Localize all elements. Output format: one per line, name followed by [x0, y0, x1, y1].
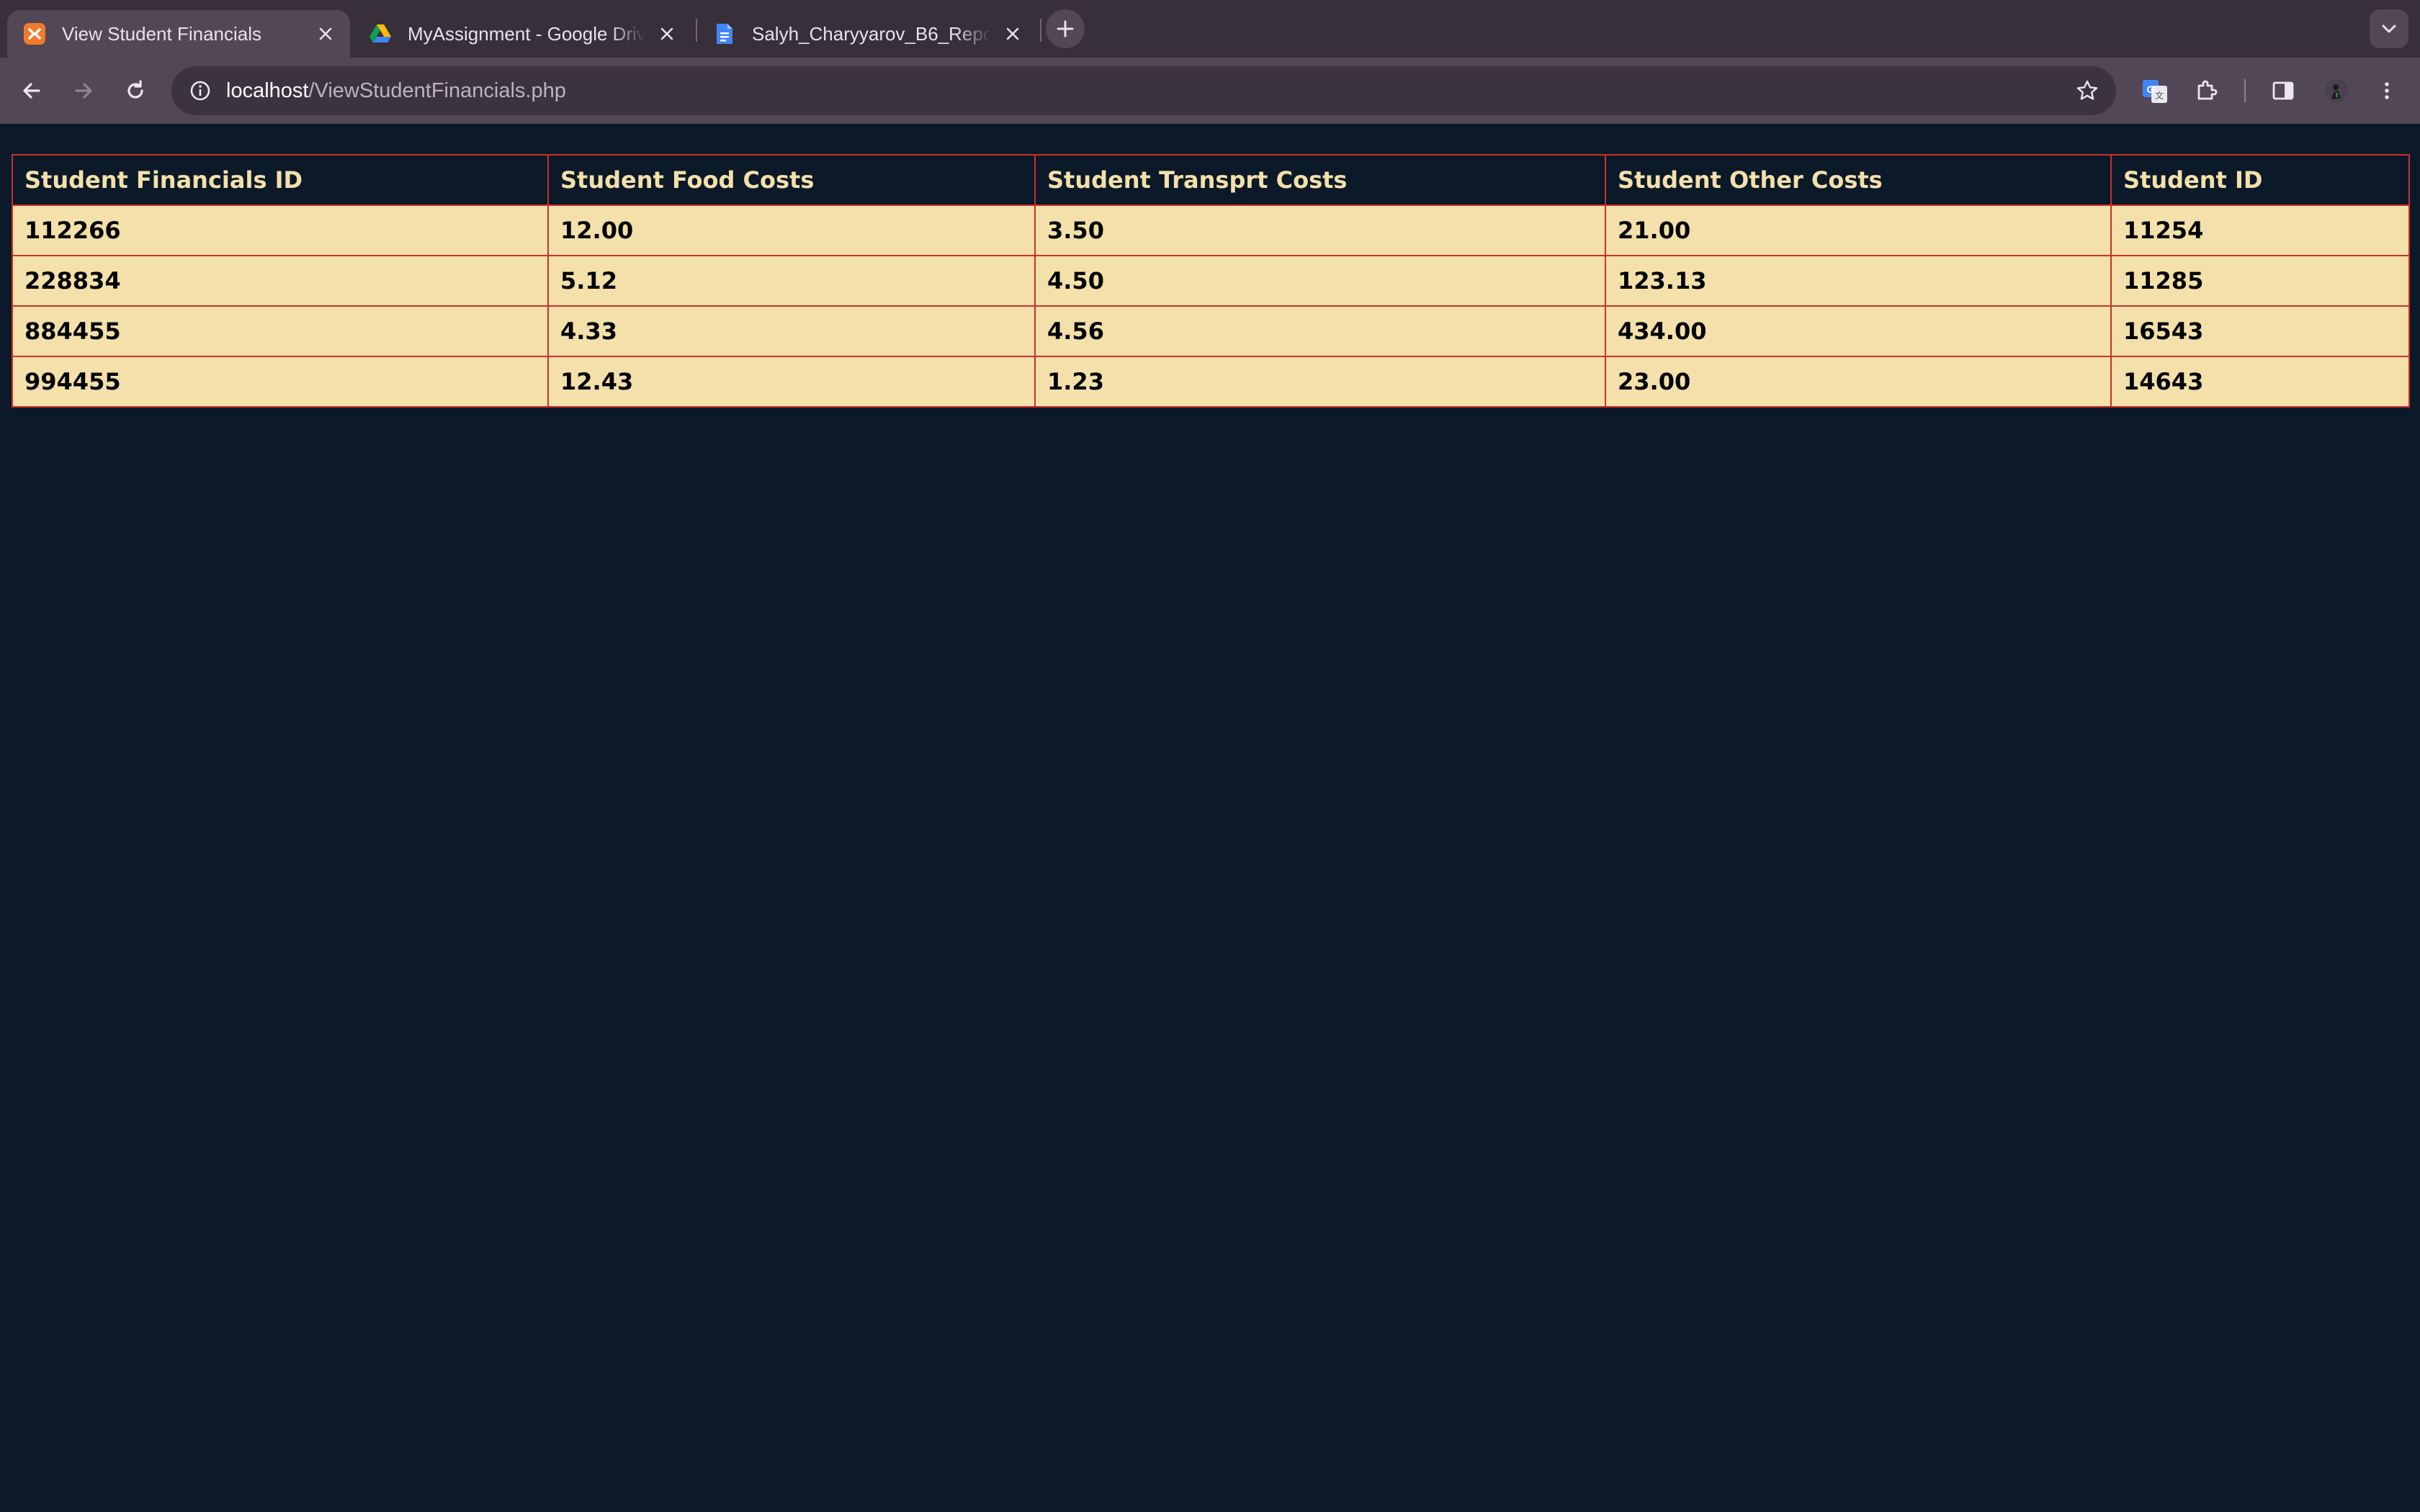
column-header-other-costs: Student Other Costs [1605, 154, 2112, 206]
puzzle-piece-icon [2197, 80, 2218, 100]
profile-button[interactable] [2318, 72, 2355, 109]
table-cell: 228834 [12, 255, 549, 307]
close-tab-icon[interactable] [998, 19, 1027, 48]
xampp-icon [23, 22, 46, 45]
table-cell: 16543 [2110, 305, 2410, 357]
tab-salyh-report[interactable]: Salyh_Charyyarov_B6_Report [697, 10, 1037, 58]
url-path: /ViewStudentFinancials.php [308, 79, 566, 102]
table-cell: 434.00 [1605, 305, 2112, 357]
table-cell: 4.56 [1034, 305, 1606, 357]
table-cell: 3.50 [1034, 204, 1606, 256]
tab-separator [696, 19, 697, 42]
avatar [2325, 79, 2348, 102]
side-panel-button[interactable] [2264, 72, 2302, 109]
svg-text:文: 文 [2155, 90, 2164, 101]
toolbar-divider [2244, 79, 2246, 102]
table-cell: 1.23 [1034, 356, 1606, 408]
table-cell: 12.43 [547, 356, 1036, 408]
column-header-food-costs: Student Food Costs [547, 154, 1036, 206]
table-cell: 23.00 [1605, 356, 2112, 408]
close-tab-icon[interactable] [653, 19, 681, 48]
address-bar[interactable]: localhost/ViewStudentFinancials.php [171, 66, 2116, 115]
bookmark-star-icon[interactable] [2071, 75, 2103, 107]
table-row: 884455 4.33 4.56 434.00 16543 [12, 305, 2410, 357]
chevron-down-icon [2382, 24, 2396, 33]
table-cell: 994455 [12, 356, 549, 408]
site-info-icon[interactable] [184, 75, 216, 107]
page-content: Student Financials ID Student Food Costs… [0, 124, 2420, 1512]
url-text: localhost/ViewStudentFinancials.php [226, 66, 566, 115]
back-button[interactable] [13, 72, 50, 109]
google-drive-icon [369, 22, 392, 45]
more-vertical-icon [2385, 82, 2389, 99]
tab-myassignment-google-drive[interactable]: MyAssignment - Google Drive [353, 10, 691, 58]
reload-icon [127, 80, 143, 99]
tab-separator [1040, 19, 1041, 42]
table-cell: 4.33 [547, 305, 1036, 357]
new-tab-button[interactable] [1046, 9, 1085, 48]
svg-text:G: G [2147, 84, 2155, 95]
back-arrow-icon [23, 83, 40, 99]
extensions-button[interactable] [2188, 72, 2226, 109]
chrome-menu-button[interactable] [2368, 72, 2406, 109]
table-cell: 123.13 [1605, 255, 2112, 307]
forward-arrow-icon [75, 83, 92, 99]
table-cell: 14643 [2110, 356, 2410, 408]
tab-title: Salyh_Charyyarov_B6_Report [752, 22, 991, 45]
plus-icon [1057, 20, 1074, 37]
table-row: 112266 12.00 3.50 21.00 11254 [12, 204, 2410, 256]
table-cell: 21.00 [1605, 204, 2112, 256]
table-row: 994455 12.43 1.23 23.00 14643 [12, 356, 2410, 408]
student-financials-table: Student Financials ID Student Food Costs… [12, 154, 2410, 408]
table-cell: 4.50 [1034, 255, 1606, 307]
forward-button[interactable] [65, 72, 102, 109]
column-header-financials-id: Student Financials ID [12, 154, 549, 206]
table-cell: 884455 [12, 305, 549, 357]
table-cell: 11254 [2110, 204, 2410, 256]
google-docs-icon [713, 22, 736, 45]
table-header-row: Student Financials ID Student Food Costs… [12, 154, 2410, 206]
reload-button[interactable] [117, 72, 154, 109]
tab-search-button[interactable] [2370, 9, 2408, 48]
google-translate-button[interactable]: G 文 [2136, 72, 2174, 109]
tab-title: MyAssignment - Google Drive [408, 22, 645, 45]
tab-title: View Student Financials [62, 22, 262, 45]
table-row: 228834 5.12 4.50 123.13 11285 [12, 255, 2410, 307]
table-cell: 12.00 [547, 204, 1036, 256]
close-tab-icon[interactable] [311, 19, 340, 48]
side-panel-icon [2272, 81, 2294, 100]
column-header-transport-costs: Student Transprt Costs [1034, 154, 1606, 206]
table-cell: 112266 [12, 204, 549, 256]
google-translate-icon: G 文 [2143, 80, 2167, 103]
table-cell: 5.12 [547, 255, 1036, 307]
column-header-student-id: Student ID [2110, 154, 2410, 206]
tab-view-student-financials[interactable]: View Student Financials [7, 10, 350, 58]
browser-toolbar: localhost/ViewStudentFinancials.php G 文 [0, 58, 2420, 124]
table-cell: 11285 [2110, 255, 2410, 307]
url-host: localhost [226, 79, 309, 102]
tab-strip: View Student Financials MyAssignment - G… [0, 0, 2420, 58]
